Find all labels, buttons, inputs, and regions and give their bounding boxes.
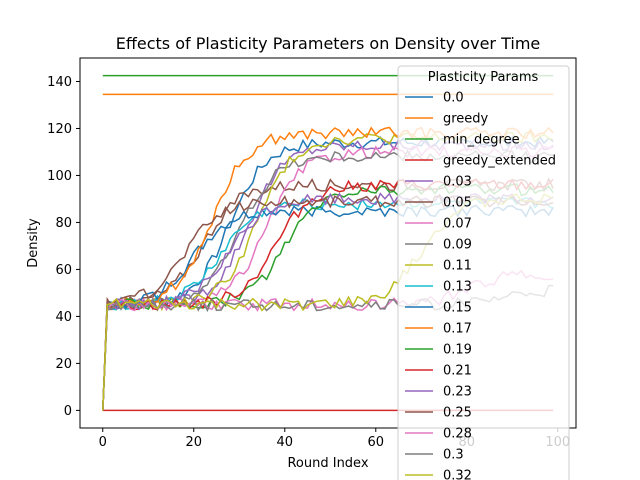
legend-entries: 0.0 greedy min_degree greedy_extended 0.03 0.… bbox=[405, 91, 556, 480]
legend-title: Plasticity Params bbox=[428, 70, 539, 85]
legend-label: 0.07 bbox=[443, 217, 472, 232]
y-tick-label: 140 bbox=[47, 75, 72, 90]
legend-label: 0.3 bbox=[443, 448, 464, 463]
x-tick-label: 20 bbox=[185, 435, 202, 450]
y-axis-label: Density bbox=[26, 218, 41, 268]
y-tick-label: 100 bbox=[47, 169, 72, 184]
y-tick-label: 120 bbox=[47, 122, 72, 137]
x-axis-label: Round Index bbox=[287, 456, 368, 471]
legend-box bbox=[397, 65, 570, 480]
legend-label: 0.23 bbox=[443, 385, 472, 400]
x-tick-label: 60 bbox=[368, 435, 385, 450]
legend-label: 0.09 bbox=[443, 238, 472, 253]
plot-frame bbox=[79, 57, 577, 429]
legend-label: 0.25 bbox=[443, 406, 472, 421]
legend-label: 0.32 bbox=[443, 469, 472, 480]
legend-label: 0.11 bbox=[443, 259, 472, 274]
y-tick-label: 20 bbox=[55, 357, 72, 372]
legend-label: 0.03 bbox=[443, 175, 472, 190]
y-tick-label: 60 bbox=[55, 263, 72, 278]
legend-label: 0.28 bbox=[443, 427, 472, 442]
y-tick-label: 80 bbox=[55, 216, 72, 231]
y-ticks: 0 20 40 60 80 100 120 140 bbox=[47, 75, 80, 419]
legend-label: 0.05 bbox=[443, 196, 472, 211]
legend-label: 0.13 bbox=[443, 280, 472, 295]
chart-title: Effects of Plasticity Parameters on Dens… bbox=[116, 34, 541, 53]
x-tick-label: 0 bbox=[99, 435, 107, 450]
legend-label: min_degree bbox=[443, 133, 520, 148]
y-tick-label: 0 bbox=[64, 404, 72, 419]
y-tick-label: 40 bbox=[55, 310, 72, 325]
legend-label: 0.15 bbox=[443, 301, 472, 316]
legend-label: greedy bbox=[443, 112, 489, 127]
legend: Plasticity Params 0.0 greedy min_degreegre… bbox=[397, 65, 570, 480]
legend-label: 0.0 bbox=[443, 91, 464, 106]
legend-label: 0.19 bbox=[443, 343, 472, 358]
x-tick-label: 40 bbox=[276, 435, 293, 450]
legend-label: 0.21 bbox=[443, 364, 472, 379]
legend-label: 0.17 bbox=[443, 322, 472, 337]
legend-label: greedy_extended bbox=[443, 154, 556, 169]
